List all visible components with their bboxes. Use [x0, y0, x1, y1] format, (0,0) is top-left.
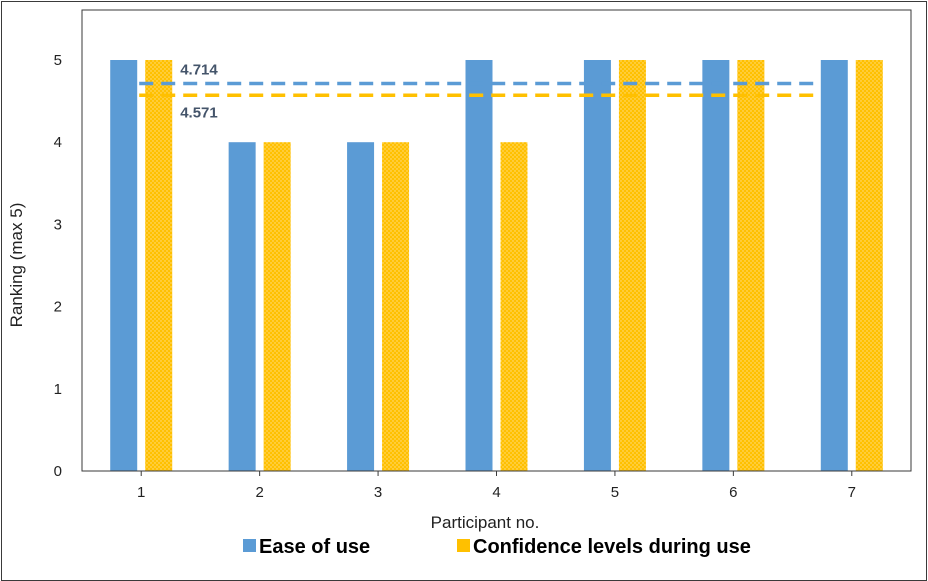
legend-label-confidence: Confidence levels during use — [473, 536, 751, 558]
legend-swatch-ease-of-use — [243, 539, 256, 552]
mean-label-confidence: 4.571 — [180, 104, 218, 121]
y-tick-label: 0 — [54, 463, 62, 480]
bar-ease-of-use-p5 — [583, 60, 611, 471]
x-tick-label: 6 — [729, 484, 737, 501]
bar-confidence-p3 — [382, 142, 410, 471]
x-tick-label: 2 — [255, 484, 263, 501]
bar-confidence-p5 — [618, 60, 646, 471]
x-tick-label: 3 — [374, 484, 382, 501]
bars-group — [110, 60, 883, 471]
legend-swatch-confidence — [457, 539, 470, 552]
y-tick-label: 3 — [54, 216, 62, 233]
bar-confidence-p1 — [145, 60, 173, 471]
bar-confidence-p7 — [855, 60, 883, 471]
mean-lines-group: 4.714 4.571 — [139, 62, 819, 121]
plot-area — [81, 9, 912, 472]
x-tick-label: 7 — [848, 484, 856, 501]
y-axis-title: Ranking (max 5) — [7, 203, 26, 328]
bar-chart: 4.714 4.571 0 1 2 3 4 5 1 2 3 4 5 6 7 Ranking (max 5)… — [7, 9, 912, 558]
bar-ease-of-use-p4 — [465, 60, 493, 471]
bar-ease-of-use-p7 — [820, 60, 848, 471]
bar-confidence-p4 — [500, 142, 528, 471]
bar-ease-of-use-p3 — [347, 142, 375, 471]
bar-ease-of-use-p6 — [702, 60, 730, 471]
y-tick-label: 5 — [54, 52, 62, 69]
bar-ease-of-use-p2 — [228, 142, 256, 471]
x-axis-title: Participant no. — [431, 513, 540, 532]
x-tick-label: 4 — [492, 484, 500, 501]
bar-ease-of-use-p1 — [110, 60, 138, 471]
mean-label-ease-of-use: 4.714 — [180, 62, 218, 79]
y-tick-label: 2 — [54, 299, 62, 316]
bar-confidence-p6 — [737, 60, 765, 471]
y-tick-label: 4 — [54, 134, 62, 151]
bar-confidence-p2 — [263, 142, 291, 471]
axes-group: 0 1 2 3 4 5 1 2 3 4 5 6 7 — [54, 52, 911, 501]
y-tick-label: 1 — [54, 381, 62, 398]
x-tick-label: 5 — [611, 484, 619, 501]
legend-label-ease-of-use: Ease of use — [259, 536, 370, 558]
x-tick-label: 1 — [137, 484, 145, 501]
plot-border — [81, 9, 912, 472]
legend: Ease of use Confidence levels during use — [243, 536, 751, 558]
